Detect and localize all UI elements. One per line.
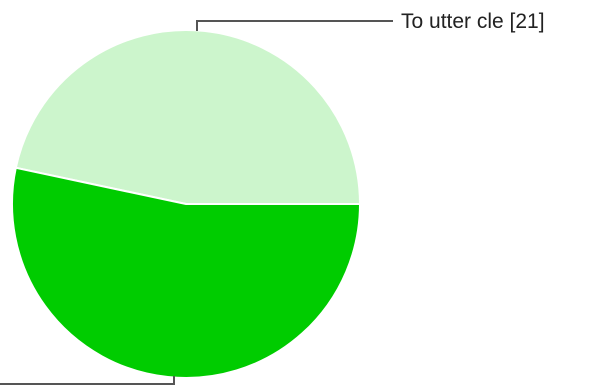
pie-callouts: To utter cle [21] [0,10,545,385]
pie-slice-0 [14,28,362,205]
callout-leader-1 [0,376,175,385]
pie-slice-1 [11,166,362,379]
callout-label-0: To utter cle [21] [401,10,545,33]
callout-leader-0 [196,20,393,31]
pie-slices [11,28,362,379]
